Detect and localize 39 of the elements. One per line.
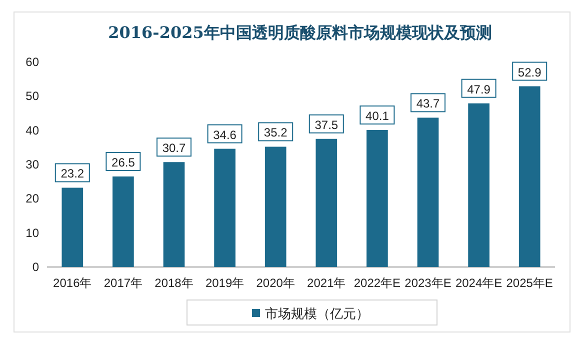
x-tick-label: 2025年E <box>506 276 553 290</box>
data-label: 34.6 <box>213 128 237 142</box>
bar <box>468 103 490 267</box>
bar <box>366 130 388 267</box>
data-label: 47.9 <box>467 82 491 96</box>
y-tick-label: 20 <box>26 192 40 206</box>
data-label: 30.7 <box>162 141 186 156</box>
bar <box>518 86 540 267</box>
bar <box>62 188 84 267</box>
x-tick-label: 2017年 <box>104 276 143 290</box>
bar <box>112 176 134 267</box>
bar <box>316 138 338 267</box>
y-tick-label: 40 <box>26 123 40 138</box>
x-tick-label: 2020年 <box>256 276 295 290</box>
bar <box>264 146 286 267</box>
data-label: 52.9 <box>518 65 542 80</box>
x-tick-label: 2016年 <box>53 276 92 290</box>
bar <box>163 162 185 267</box>
y-tick-label: 30 <box>26 158 40 172</box>
data-label: 43.7 <box>416 96 440 111</box>
chart-title: 2016-2025年中国透明质酸原料市场规模现状及预测 <box>108 23 492 42</box>
x-tick-label: 2022年E <box>354 276 401 290</box>
y-tick-label: 10 <box>26 226 40 240</box>
y-tick-label: 60 <box>26 55 40 69</box>
x-tick-label: 2023年E <box>404 276 452 290</box>
bar <box>214 148 236 267</box>
data-label: 37.5 <box>314 118 338 132</box>
x-tick-label: 2018年 <box>154 276 194 290</box>
bar <box>417 118 439 267</box>
legend-label: 市场规模（亿元） <box>265 306 369 321</box>
y-tick-label: 0 <box>32 260 40 274</box>
x-tick-label: 2024年E <box>455 276 502 290</box>
y-tick-label: 50 <box>26 89 40 104</box>
data-label: 40.1 <box>366 108 390 123</box>
data-label: 26.5 <box>112 155 136 170</box>
data-label: 35.2 <box>264 126 288 140</box>
x-tick-label: 2021年 <box>307 276 346 290</box>
x-tick-label: 2019年 <box>205 276 244 290</box>
data-label: 23.2 <box>60 166 84 181</box>
